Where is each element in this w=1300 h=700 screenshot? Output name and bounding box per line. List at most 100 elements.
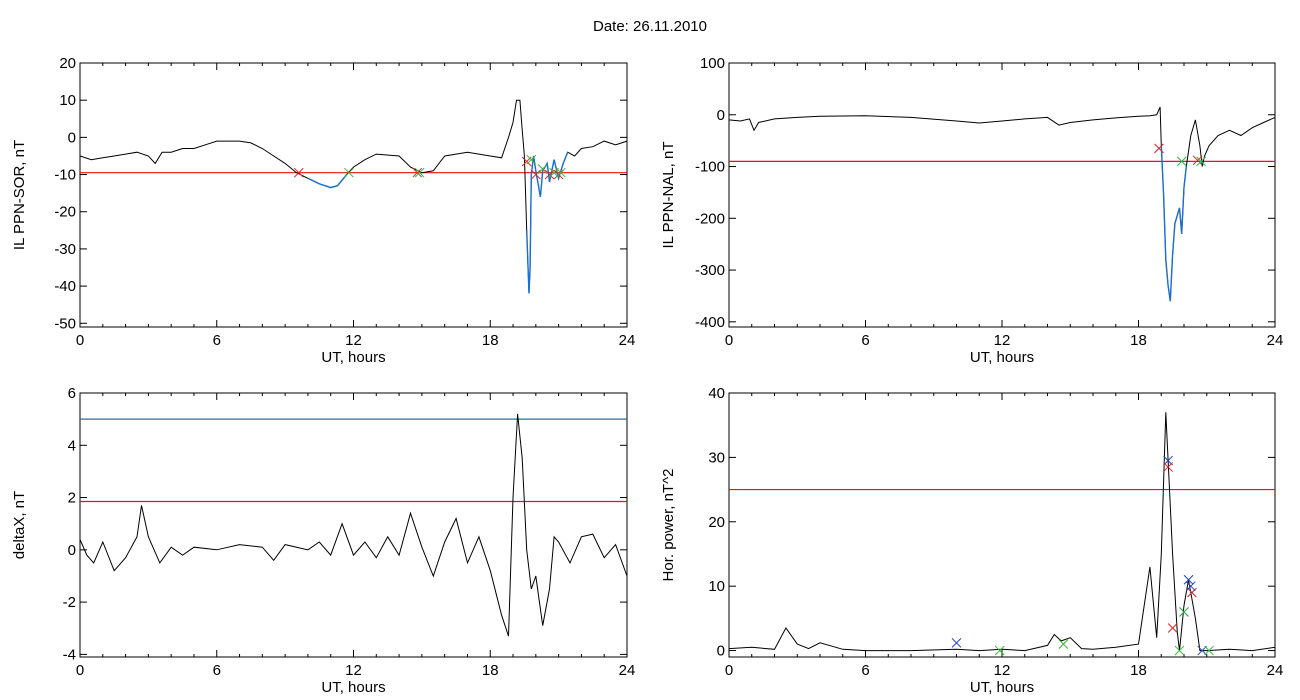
marker-stroke	[1185, 581, 1196, 592]
y-axis-label: deltaX, nT	[11, 491, 28, 559]
y-tick-label: 0	[717, 643, 725, 660]
x-tick-label: 18	[1130, 662, 1147, 679]
y-tick-label: -300	[695, 262, 725, 279]
x-tick-label: 24	[1267, 662, 1284, 679]
page-title: Date: 26.11.2010	[593, 18, 707, 35]
event-marker	[1183, 574, 1194, 585]
y-tick-label: 2	[68, 490, 76, 507]
event-marker	[1197, 645, 1208, 656]
x-tick-label: 24	[619, 332, 636, 349]
y-tick-label: -4	[63, 646, 76, 663]
chart-il-ppn-nal: 0 6 12 18 24 -400 -300 -200 -100 0 100 UT, hours IL …	[660, 55, 1283, 366]
x-tick-label: 0	[76, 332, 84, 349]
event-marker	[1204, 645, 1214, 656]
y-tick-label: 0	[68, 542, 76, 559]
x-tick-label: 6	[213, 332, 221, 349]
y-axis-label: Hor. power, nT^2	[660, 469, 677, 582]
marker-stroke	[537, 164, 548, 174]
y-tick-label: -50	[54, 315, 76, 332]
event-marker	[1187, 587, 1197, 598]
marker-stroke	[1174, 645, 1185, 656]
y-tick-label: 10	[59, 92, 76, 109]
y-tick-label: -10	[54, 167, 76, 184]
x-tick-label: 6	[861, 332, 869, 349]
plot-frame	[728, 62, 1276, 328]
event-marker	[293, 167, 304, 178]
y-tick-label: 0	[68, 129, 76, 146]
event-marker	[412, 167, 423, 178]
marker-stroke	[994, 645, 1005, 656]
event-marker	[414, 167, 425, 178]
x-axis-label: UT, hours	[970, 679, 1034, 696]
y-tick-label: -30	[54, 241, 76, 258]
marker-stroke	[556, 167, 566, 178]
x-tick-label: 0	[725, 332, 733, 349]
x-tick-label: 18	[482, 662, 499, 679]
event-marker	[530, 169, 541, 180]
y-tick-label: 0	[717, 107, 725, 124]
y-tick-label: 30	[708, 449, 725, 466]
y-tick-label: -200	[695, 210, 725, 227]
x-tick-label: 6	[861, 662, 869, 679]
series-line	[728, 412, 1276, 652]
y-tick-label: 20	[708, 514, 725, 531]
x-axis-label: UT, hours	[970, 349, 1034, 366]
marker-stroke	[1204, 645, 1214, 656]
event-marker	[1196, 156, 1206, 167]
marker-stroke	[1179, 607, 1189, 617]
x-tick-label: 0	[725, 662, 733, 679]
highlight-segment	[307, 174, 348, 189]
marker-stroke	[1163, 462, 1173, 472]
plot-frame	[79, 392, 628, 658]
x-tick-label: 18	[1130, 332, 1147, 349]
x-tick-label: 12	[994, 662, 1011, 679]
event-marker	[1179, 607, 1189, 617]
event-marker	[1192, 155, 1203, 166]
marker-stroke	[530, 169, 541, 180]
y-tick-label: 20	[59, 55, 76, 72]
marker-stroke	[293, 167, 304, 178]
marker-stroke	[414, 167, 425, 178]
x-axis-label: UT, hours	[321, 349, 385, 366]
y-tick-label: 4	[68, 437, 76, 454]
marker-stroke	[1154, 143, 1164, 154]
event-marker	[1058, 639, 1069, 649]
x-tick-label: 12	[345, 662, 362, 679]
event-marker	[1154, 143, 1164, 154]
marker-stroke	[344, 167, 354, 178]
x-tick-label: 12	[994, 332, 1011, 349]
highlight-segment	[1160, 145, 1187, 302]
x-tick-label: 0	[76, 662, 84, 679]
event-marker	[1185, 581, 1196, 592]
marker-stroke	[1183, 574, 1194, 585]
event-marker	[1174, 645, 1185, 656]
x-axis-label: UT, hours	[321, 679, 385, 696]
marker-stroke	[526, 154, 537, 165]
event-marker	[1163, 462, 1173, 472]
marker-stroke	[1192, 155, 1203, 166]
y-tick-label: 10	[708, 578, 725, 595]
plot-frame	[79, 62, 628, 328]
chart-il-ppn-sor: 0 6 12 18 24 -50 -40 -30 -20 -10 0 10 20 UT, hours IL …	[11, 55, 635, 366]
marker-stroke	[1197, 645, 1208, 656]
y-axis-label: IL PPN-SOR, nT	[11, 140, 28, 250]
marker-stroke	[549, 167, 559, 178]
x-tick-label: 24	[619, 662, 636, 679]
y-tick-label: -100	[695, 159, 725, 176]
event-marker	[526, 154, 537, 165]
y-tick-label: -400	[695, 314, 725, 331]
event-marker	[1176, 156, 1187, 167]
marker-stroke	[412, 167, 423, 178]
chart-hor-power: 0 6 12 18 24 0 10 20 30 40 UT, hours Hor. power, nT…	[660, 385, 1283, 696]
event-marker	[951, 637, 962, 648]
y-tick-label: 100	[700, 55, 725, 72]
y-tick-label: -2	[63, 594, 76, 611]
event-marker	[556, 167, 566, 178]
event-marker	[344, 167, 354, 178]
x-tick-label: 12	[345, 332, 362, 349]
plot-frame	[728, 392, 1276, 658]
series-line	[79, 413, 628, 637]
y-tick-label: 40	[708, 385, 725, 402]
